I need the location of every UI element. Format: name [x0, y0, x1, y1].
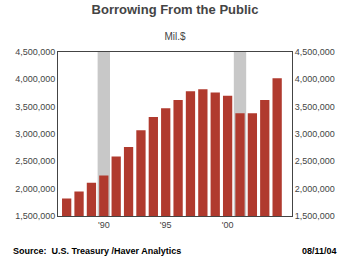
- svg-text:2,000,000: 2,000,000: [15, 184, 55, 194]
- svg-text:4,500,000: 4,500,000: [15, 47, 55, 57]
- svg-text:3,000,000: 3,000,000: [295, 129, 335, 139]
- svg-text:3,500,000: 3,500,000: [295, 102, 335, 112]
- svg-text:1,500,000: 1,500,000: [295, 211, 335, 221]
- svg-text:3,500,000: 3,500,000: [15, 102, 55, 112]
- svg-text:3,000,000: 3,000,000: [15, 129, 55, 139]
- svg-text:4,000,000: 4,000,000: [15, 74, 55, 84]
- svg-text:2,500,000: 2,500,000: [15, 156, 55, 166]
- svg-text:1,500,000: 1,500,000: [15, 211, 55, 221]
- svg-text:Source: U.S. Treasury /Haver: Source: U.S. Treasury /Haver Analytics: [13, 246, 181, 256]
- svg-text:4,000,000: 4,000,000: [295, 74, 335, 84]
- svg-text:2,000,000: 2,000,000: [295, 184, 335, 194]
- svg-text:2,500,000: 2,500,000: [295, 156, 335, 166]
- svg-text:08/11/04: 08/11/04: [302, 246, 337, 256]
- svg-text:'90: '90: [98, 220, 110, 230]
- svg-text:Borrowing From the Public: Borrowing From the Public: [92, 2, 259, 17]
- svg-text:4,500,000: 4,500,000: [295, 47, 335, 57]
- svg-text:'95: '95: [160, 220, 172, 230]
- svg-text:Mil.$: Mil.$: [164, 31, 186, 42]
- svg-text:'00: '00: [222, 220, 234, 230]
